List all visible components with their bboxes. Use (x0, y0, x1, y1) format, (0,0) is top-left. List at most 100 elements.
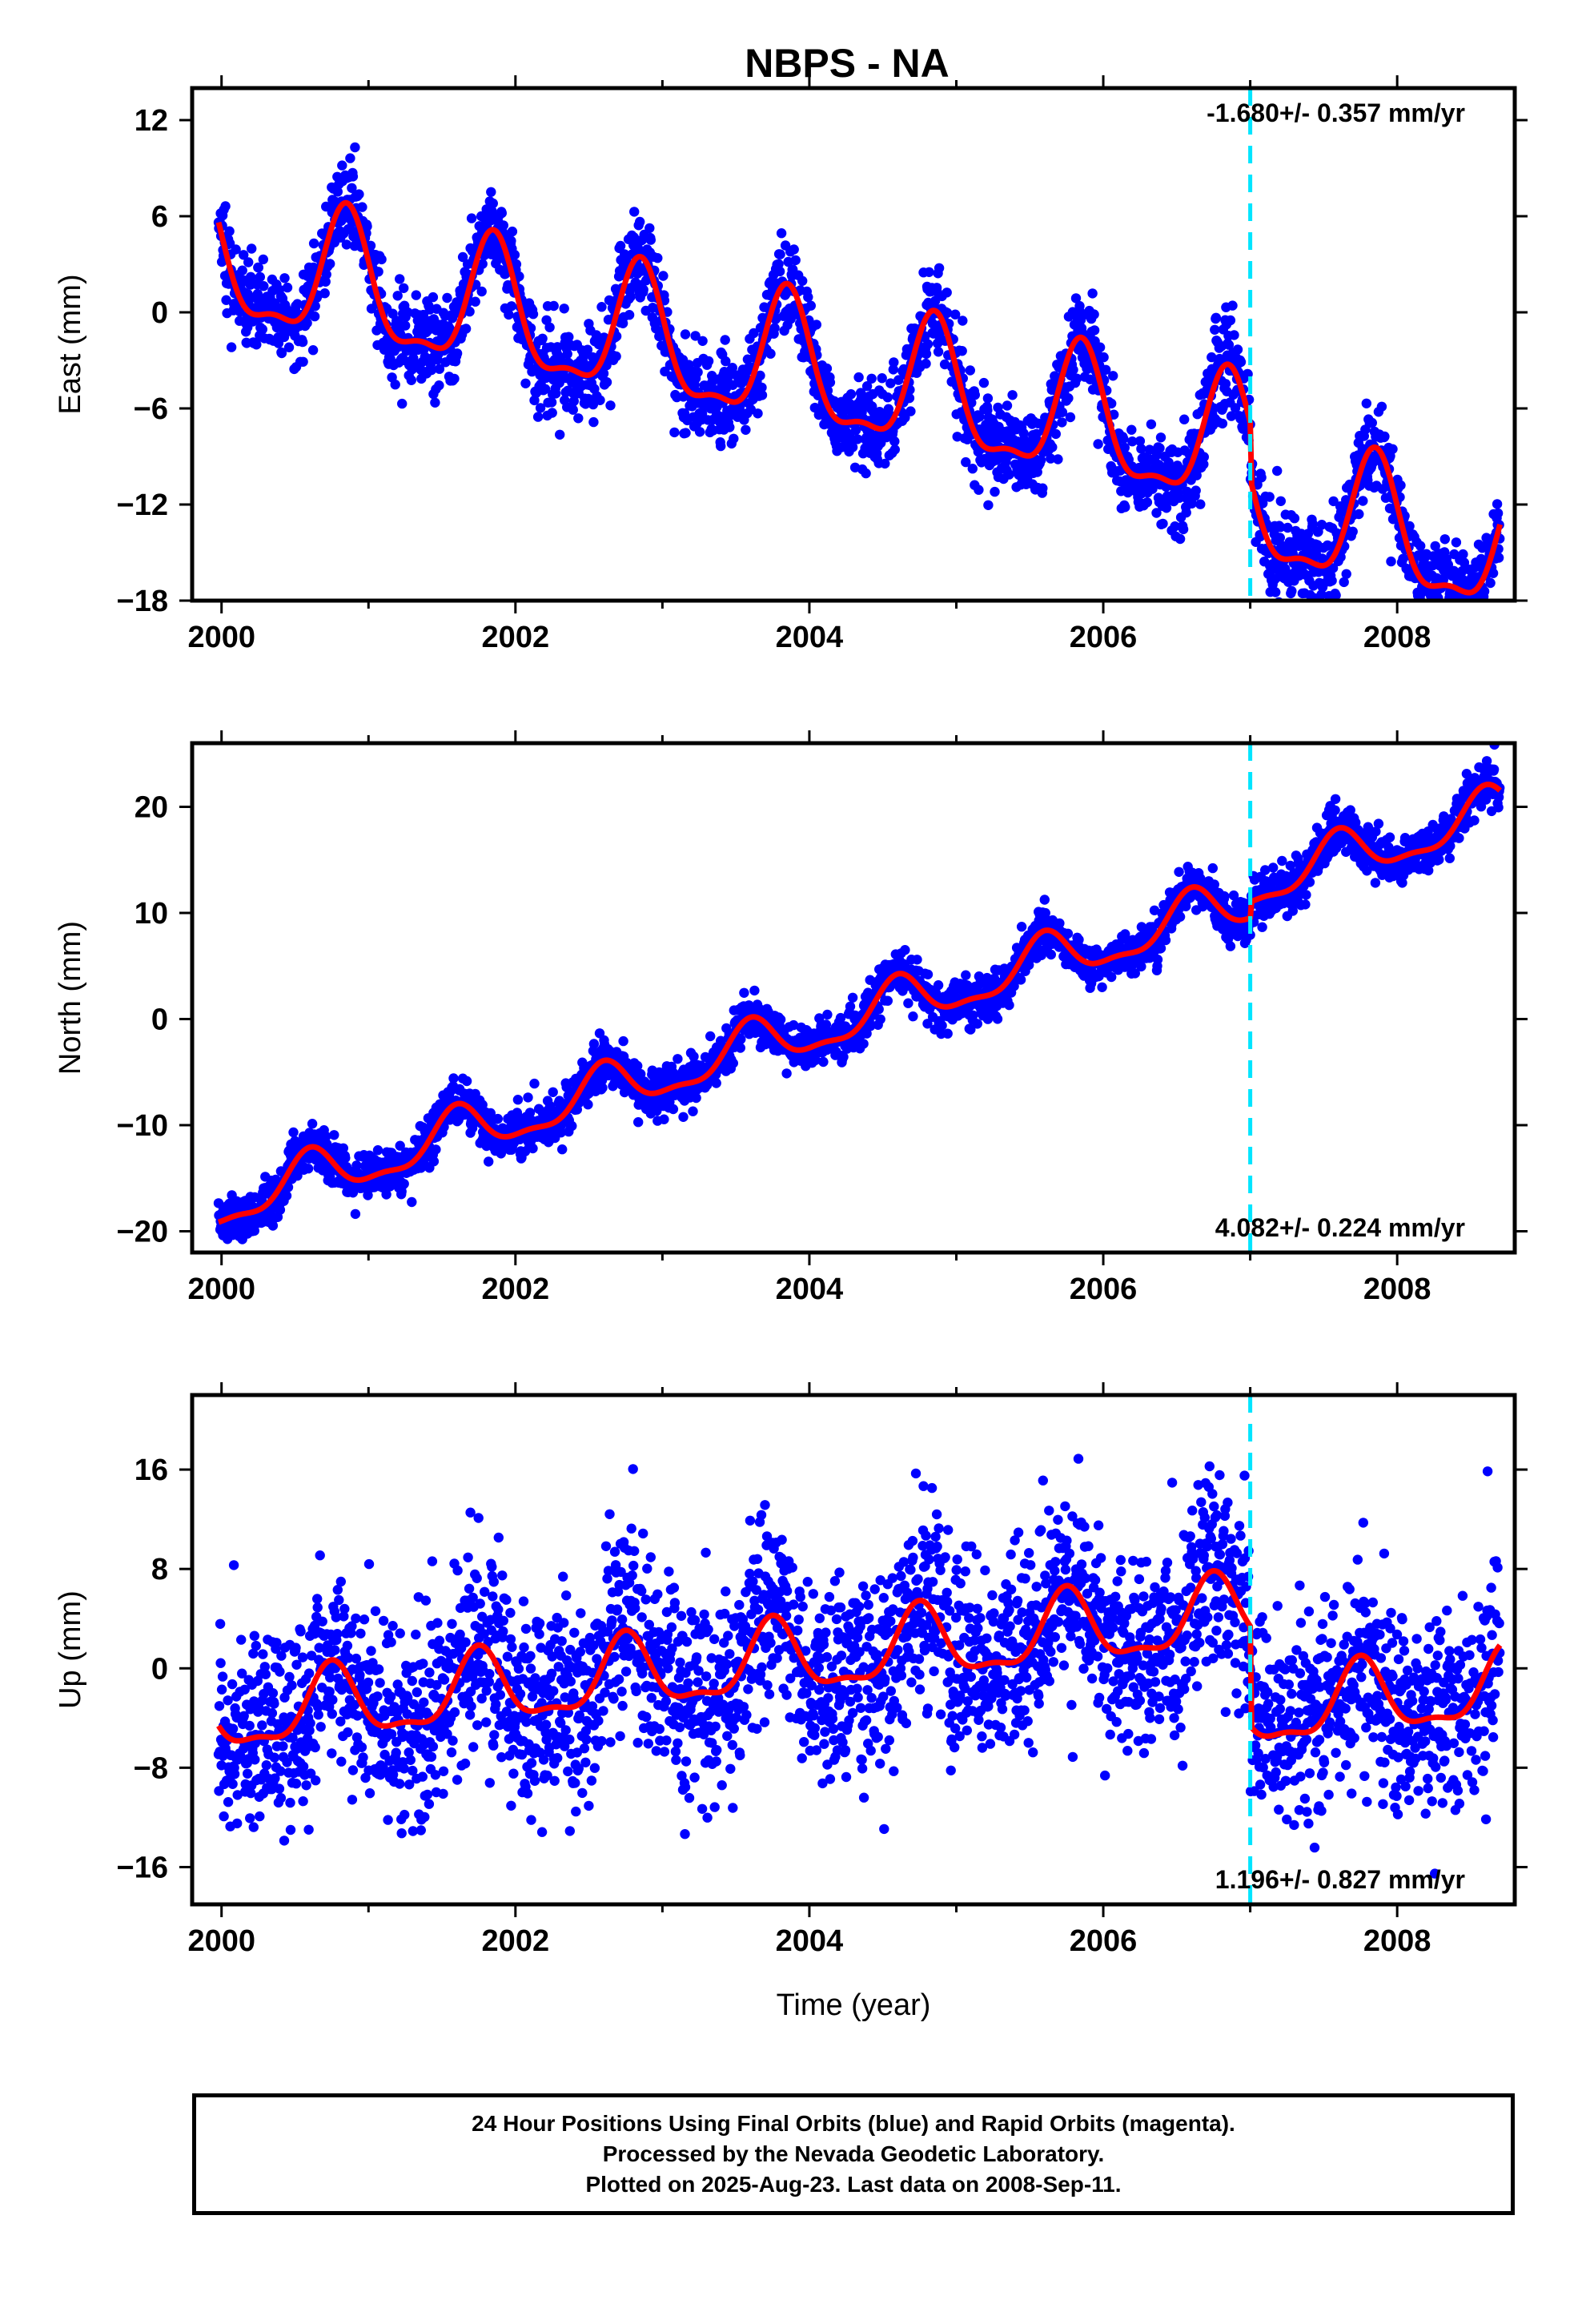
data-point (1379, 431, 1390, 442)
data-point (1211, 312, 1222, 323)
data-point (243, 257, 254, 267)
data-point (845, 389, 857, 400)
data-point (1434, 620, 1443, 629)
data-point (1315, 604, 1325, 613)
scatter-points (213, 142, 1505, 629)
rate-label: -1.680+/- 0.357 mm/yr (1207, 99, 1465, 127)
y-tick-label: 12 (135, 104, 168, 138)
data-point (523, 1092, 533, 1103)
data-point (908, 1011, 918, 1022)
data-point (509, 250, 520, 260)
data-point (922, 339, 934, 349)
data-point (601, 377, 612, 388)
data-point (1126, 424, 1137, 435)
data-point (511, 259, 522, 270)
data-point (492, 1113, 503, 1124)
data-point (434, 380, 444, 391)
data-point (1136, 444, 1146, 454)
data-point (399, 1179, 409, 1189)
data-point (341, 239, 352, 250)
data-point (470, 296, 480, 307)
data-point (1225, 315, 1236, 326)
y-tick-label: 0 (151, 296, 168, 330)
data-point (555, 429, 565, 440)
chart-title: NBPS - NA (745, 41, 950, 86)
data-point (376, 254, 387, 265)
data-point (257, 324, 267, 335)
data-point (753, 408, 763, 419)
data-point (803, 292, 813, 303)
data-point (224, 238, 235, 249)
data-point (757, 382, 767, 393)
data-point (1004, 469, 1014, 480)
data-point (1430, 602, 1439, 612)
data-point (769, 323, 780, 333)
data-point (486, 187, 496, 197)
data-point (1146, 419, 1157, 429)
data-point (512, 1095, 524, 1105)
data-point (1120, 502, 1130, 513)
data-point (1047, 442, 1058, 452)
data-point (1199, 452, 1210, 462)
data-point (934, 263, 945, 273)
data-point (288, 1127, 299, 1138)
data-point (332, 187, 343, 197)
data-point (1395, 480, 1406, 491)
data-point (905, 406, 916, 416)
data-point (1065, 412, 1076, 423)
data-point (350, 1208, 361, 1220)
data-point (1289, 513, 1300, 524)
data-point (1220, 379, 1231, 389)
data-point (258, 254, 268, 265)
data-point (922, 969, 934, 980)
data-point (224, 226, 235, 236)
data-point (476, 286, 487, 297)
data-point (1223, 340, 1235, 350)
data-point (1367, 417, 1378, 428)
data-point (540, 384, 551, 394)
data-point (308, 238, 319, 249)
data-point (1053, 454, 1063, 464)
data-point (1108, 371, 1118, 381)
data-point (1493, 553, 1504, 563)
data-point (645, 235, 656, 245)
data-point (697, 336, 708, 346)
data-point (255, 271, 265, 283)
data-point (735, 1043, 745, 1053)
data-point (1199, 459, 1209, 469)
data-point (1057, 417, 1067, 428)
data-point (496, 207, 507, 219)
data-point (1230, 403, 1241, 413)
data-point (392, 291, 403, 301)
data-point (942, 1028, 953, 1039)
data-point (861, 468, 871, 479)
data-point (805, 300, 816, 311)
data-point (381, 1189, 391, 1200)
data-point (811, 320, 821, 330)
data-point (961, 456, 971, 468)
data-point (1444, 611, 1454, 621)
data-point (428, 292, 439, 303)
data-point (1322, 604, 1331, 613)
data-point (1207, 352, 1217, 363)
data-point (877, 373, 887, 384)
data-point (736, 1034, 746, 1044)
data-point (557, 1144, 568, 1155)
data-point (528, 1143, 538, 1154)
data-point (457, 251, 468, 263)
data-point (1106, 398, 1117, 409)
data-point (514, 271, 524, 282)
data-point (618, 1035, 628, 1047)
data-point (395, 1140, 405, 1151)
data-point (757, 390, 768, 400)
data-point (562, 348, 572, 360)
data-point (395, 274, 405, 284)
data-point (694, 427, 705, 437)
data-point (880, 458, 890, 469)
data-point (1235, 356, 1247, 368)
data-point (711, 1078, 721, 1088)
scatter-points (213, 743, 1505, 1244)
